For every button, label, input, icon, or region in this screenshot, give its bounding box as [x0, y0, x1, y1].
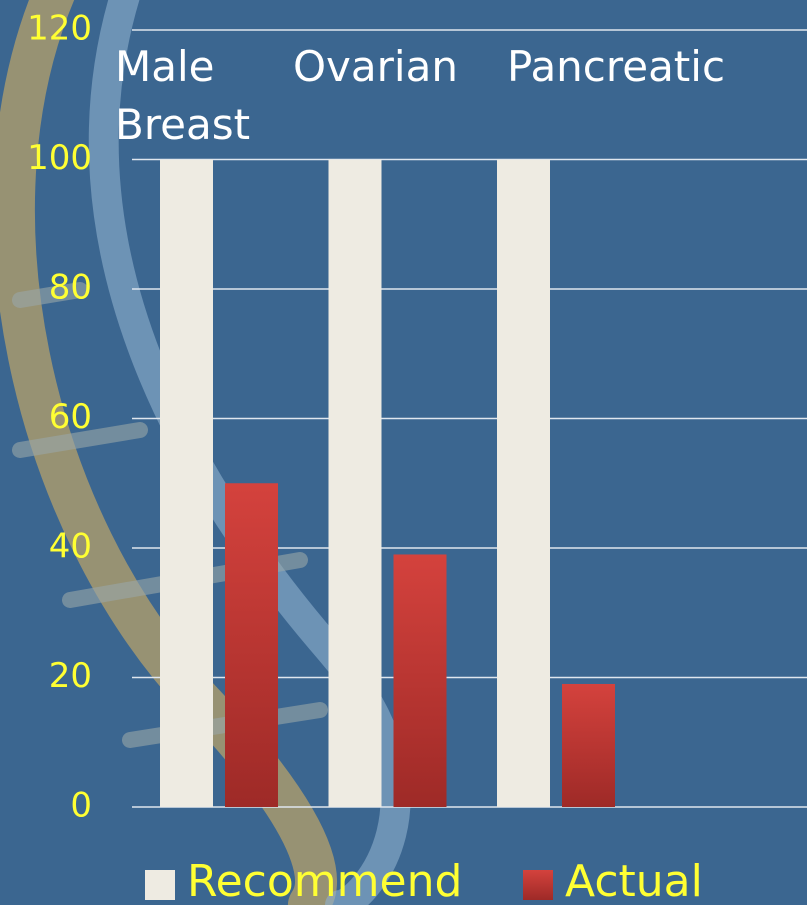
y-tick-label: 40: [49, 527, 92, 567]
legend-label: Recommend: [187, 856, 462, 905]
y-tick-label: 20: [49, 656, 92, 696]
y-tick-label: 60: [49, 397, 92, 437]
y-tick-label: 80: [49, 268, 92, 308]
y-tick-label: 120: [27, 9, 92, 49]
legend-swatch: [145, 870, 175, 900]
bar: [394, 554, 447, 807]
bar: [225, 483, 278, 807]
y-tick-label: 0: [70, 786, 92, 826]
bar: [497, 160, 550, 808]
bar: [329, 160, 382, 808]
category-label: Male Breast: [115, 38, 285, 154]
slide: 0 20 40 60 80 100 120 Recommend Actual Male Brea…: [0, 0, 807, 905]
category-label: Ovarian: [293, 38, 463, 96]
y-tick-label: 100: [27, 138, 92, 178]
bar: [160, 160, 213, 808]
legend-label: Actual: [565, 856, 703, 905]
category-label: Pancreatic: [507, 38, 767, 96]
legend-swatch: [523, 870, 553, 900]
bar: [562, 684, 615, 807]
